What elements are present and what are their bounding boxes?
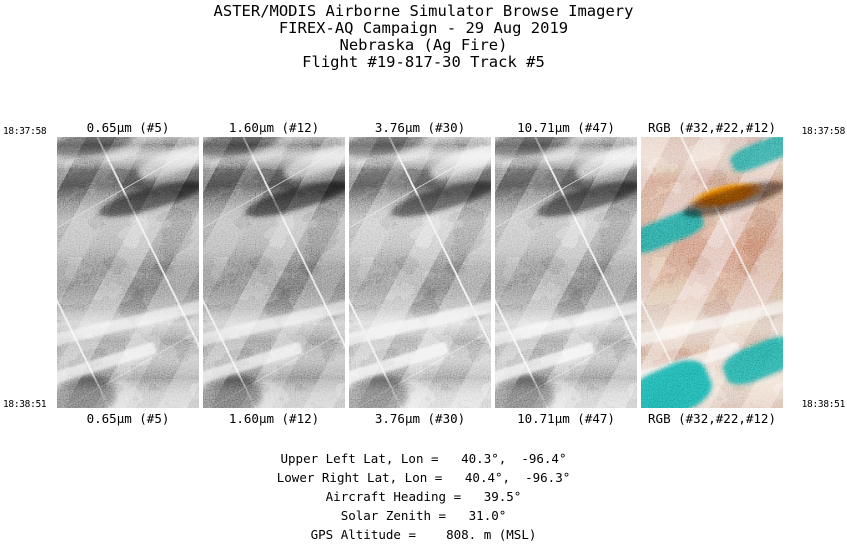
band-label-rgb-bottom: RGB (#32,#22,#12) — [648, 411, 776, 426]
field-patch — [387, 174, 491, 225]
band-label-rgb-top: RGB (#32,#22,#12) — [648, 120, 776, 135]
blotch-overlay — [495, 137, 637, 408]
metadata-lower-right-lat-lon: Lower Right Lat, Lon = 40.4°, -96.3° — [276, 470, 571, 485]
blotch-overlay — [349, 137, 491, 408]
road-band — [203, 295, 345, 349]
metadata-aircraft-heading: Aircraft Heading = 39.5° — [325, 489, 522, 504]
title-line-campaign: FIREX-AQ Campaign - 29 Aug 2019 — [278, 19, 569, 37]
flight-metadata: Upper Left Lat, Lon = 40.3°, -96.4° Lowe… — [0, 449, 847, 544]
field-patch — [495, 368, 560, 408]
title-line-flight: Flight #19-817-30 Track #5 — [302, 53, 545, 71]
band-label-10.71um-bottom: 10.71µm (#47) — [517, 411, 615, 426]
blotch-overlay — [641, 137, 783, 408]
road-band — [57, 341, 157, 389]
grain-overlay — [641, 137, 783, 408]
vegetation-patch — [718, 329, 783, 392]
metadata-gps-altitude: GPS Altitude = 808. m (MSL) — [310, 527, 537, 542]
blotch-overlay — [203, 137, 345, 408]
band-label-1.60um-top: 1.60µm (#12) — [228, 120, 320, 135]
title-line-product: ASTER/MODIS Airborne Simulator Browse Im… — [213, 2, 634, 20]
band-labels-top: 0.65µm (#5) 1.60µm (#12) 3.76µm (#30) 10… — [57, 120, 783, 135]
metadata-upper-left-lat-lon: Upper Left Lat, Lon = 40.3°, -96.4° — [280, 451, 567, 466]
field-patch — [57, 137, 139, 164]
image-strip-0.65um — [57, 137, 199, 408]
road-band — [641, 341, 741, 389]
image-strip-1.60um — [203, 137, 345, 408]
band-label-0.65um-top: 0.65µm (#5) — [86, 120, 170, 135]
blotch-overlay — [57, 137, 199, 408]
timestamp-start-right: 18:37:58 — [801, 126, 846, 137]
grain-overlay — [203, 137, 345, 408]
road-band — [641, 295, 783, 349]
fire-hotspot-overlay — [684, 174, 771, 216]
field-patch — [679, 174, 783, 225]
field-patch — [95, 174, 199, 225]
timestamp-end-right: 18:38:51 — [801, 399, 846, 410]
vegetation-patch — [641, 204, 708, 260]
field-patch — [426, 139, 491, 184]
band-label-3.76um-bottom: 3.76µm (#30) — [374, 411, 466, 426]
field-patch — [280, 139, 345, 184]
image-strip-3.76um — [349, 137, 491, 408]
grain-overlay — [57, 137, 199, 408]
vegetation-patch — [641, 352, 719, 408]
field-patch — [349, 368, 414, 408]
road-band — [349, 295, 491, 349]
band-labels-bottom: 0.65µm (#5) 1.60µm (#12) 3.76µm (#30) 10… — [57, 411, 783, 426]
image-strip-rgb-composite — [641, 137, 783, 408]
road-band — [57, 295, 199, 349]
grain-overlay — [495, 137, 637, 408]
vegetation-patch — [727, 137, 783, 177]
grain-overlay — [349, 137, 491, 408]
field-patch — [203, 368, 268, 408]
timestamp-start-left: 18:37:58 — [3, 126, 47, 137]
band-label-3.76um-top: 3.76µm (#30) — [374, 120, 466, 135]
field-patch — [495, 137, 577, 164]
field-patch — [203, 137, 285, 164]
road-band — [495, 295, 637, 349]
field-patch — [241, 174, 345, 225]
road-band — [495, 341, 595, 389]
field-patch — [349, 137, 431, 164]
field-patch — [57, 368, 122, 408]
field-patch — [572, 139, 637, 184]
image-strip-row — [57, 137, 783, 408]
band-label-10.71um-top: 10.71µm (#47) — [517, 120, 615, 135]
timestamp-end-left: 18:38:51 — [3, 399, 47, 410]
image-strip-10.71um — [495, 137, 637, 408]
road-band — [203, 341, 303, 389]
metadata-solar-zenith: Solar Zenith = 31.0° — [340, 508, 507, 523]
band-label-0.65um-bottom: 0.65µm (#5) — [86, 411, 170, 426]
page-title: ASTER/MODIS Airborne Simulator Browse Im… — [0, 3, 847, 71]
field-patch — [533, 174, 637, 225]
road-band — [349, 341, 449, 389]
field-patch — [134, 139, 199, 184]
band-label-1.60um-bottom: 1.60µm (#12) — [228, 411, 320, 426]
title-line-location: Nebraska (Ag Fire) — [339, 36, 508, 54]
